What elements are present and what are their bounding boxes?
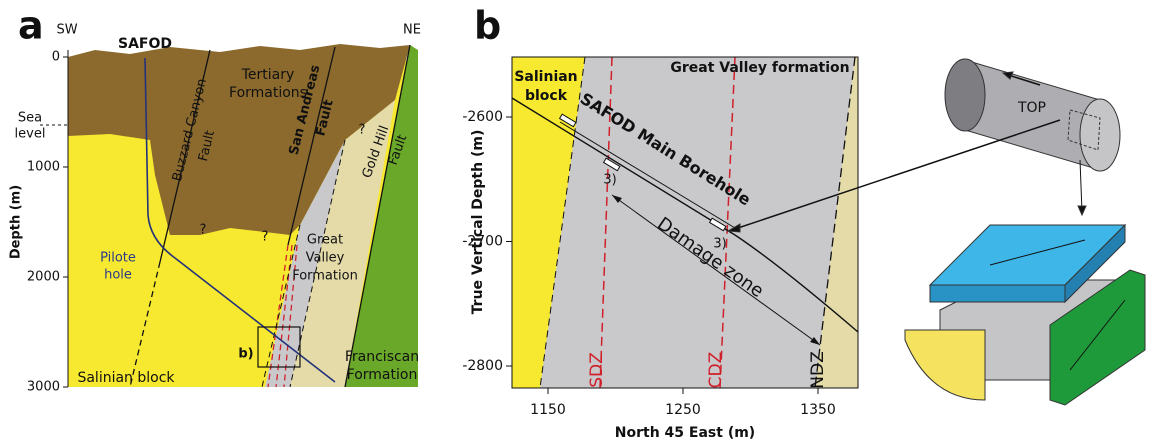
sample-marker: 3) <box>603 173 616 188</box>
panel-label: b <box>474 4 501 48</box>
sample-sketch <box>726 58 1146 406</box>
boundary <box>289 139 346 388</box>
unit-label: Valley <box>306 251 345 266</box>
unit-label: Salinian block <box>77 370 175 386</box>
x-tick-label: 1350 <box>800 402 836 418</box>
x-tick-label: 1150 <box>530 402 566 418</box>
zone-marker: NDZ <box>808 351 828 388</box>
borehole-wall <box>559 121 736 229</box>
buzzard-fault-dashed <box>129 261 161 388</box>
unit-label: Franciscan <box>345 349 419 365</box>
sample-marker: 3) <box>713 237 726 252</box>
unit-label: Formations <box>229 85 307 101</box>
panel-b-geology <box>511 56 859 389</box>
damage-arrow <box>611 194 821 346</box>
x-tick-label: 1250 <box>665 402 701 418</box>
fault-label: Fault <box>196 129 218 163</box>
unit-label: Great Valley formation <box>670 60 849 76</box>
panel-label: a <box>18 4 44 48</box>
zone-marker: CDZ <box>706 352 726 389</box>
borehole <box>144 57 336 383</box>
franciscan-area <box>345 45 418 387</box>
unit-label: Formation <box>292 269 358 284</box>
y-tick-label: -2800 <box>462 358 503 374</box>
y-tick-label: 3000 <box>27 380 60 395</box>
direction: SW <box>56 23 77 38</box>
grey-area <box>265 140 345 387</box>
direction: NE <box>403 23 421 38</box>
fault-strand <box>283 244 298 388</box>
unknown-mark: ? <box>262 230 269 245</box>
y-tick-label: -2700 <box>462 234 503 250</box>
sea-label: level <box>15 127 46 142</box>
san-andreas-fault <box>287 46 336 246</box>
y-tick-label: 1000 <box>27 160 60 175</box>
y-tick-label: -2600 <box>462 109 503 125</box>
fault-strand <box>267 244 289 388</box>
boundary <box>261 224 301 388</box>
y-tick-label: 2000 <box>27 270 60 285</box>
boundary <box>539 56 586 389</box>
hole-label: Pilote <box>100 251 136 266</box>
site-label: SAFOD <box>118 36 172 52</box>
borehole <box>511 97 859 333</box>
arrow-head <box>810 337 820 345</box>
hole-label: hole <box>104 268 132 283</box>
plot-frame <box>511 56 859 389</box>
unknown-mark: ? <box>200 223 207 238</box>
x-axis-title: North 45 East (m) <box>615 425 755 441</box>
inset-label: b) <box>238 347 253 362</box>
y-axis-title: True Vertical Depth (m) <box>470 130 486 315</box>
sea-label: Sea <box>18 111 42 126</box>
unit-label: Tertiary <box>241 67 295 83</box>
sample <box>558 113 577 128</box>
zone-marker: SDZ <box>587 352 607 388</box>
unit-label: Salinian <box>514 69 577 85</box>
damage-area <box>540 57 855 388</box>
unit-label: Formation <box>347 367 418 383</box>
sample <box>602 157 621 172</box>
arrow-head <box>612 195 622 203</box>
y-axis-title: Depth (m) <box>9 185 24 259</box>
inset-box <box>257 326 301 368</box>
buzzard-fault <box>159 49 211 263</box>
top-label: TOP <box>1017 100 1046 116</box>
great-valley-area <box>290 100 395 387</box>
unit-label: block <box>525 88 568 104</box>
unit-label: Great <box>307 233 343 248</box>
unknown-mark: ? <box>359 123 366 138</box>
y-tick-label: 0 <box>52 50 60 65</box>
sample <box>708 217 727 232</box>
panel-a-geology <box>40 44 418 388</box>
salinian-area <box>512 57 585 388</box>
gold-hill-fault <box>344 44 411 388</box>
